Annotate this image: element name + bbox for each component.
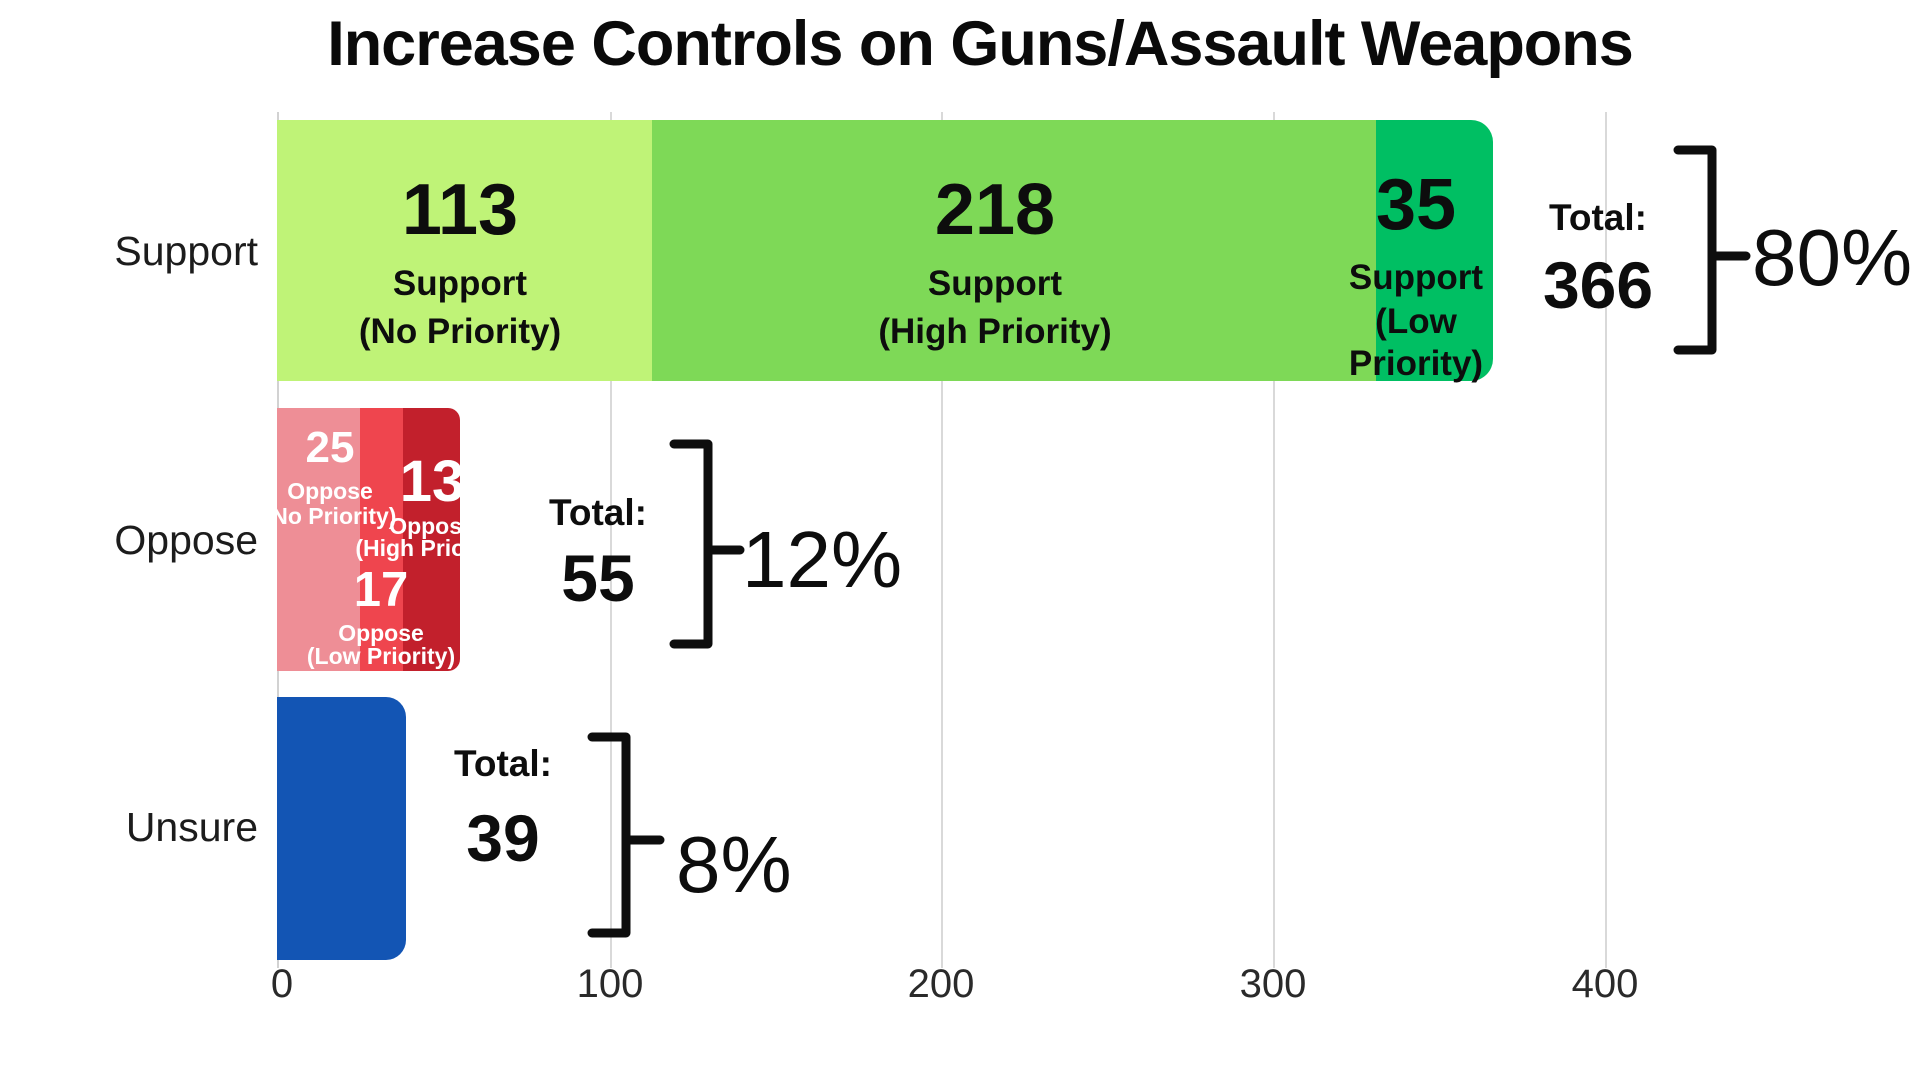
chart-title: Increase Controls on Guns/Assault Weapon… xyxy=(327,9,1634,79)
x-tick-200: 200 xyxy=(907,962,975,1006)
value-support-low-priority: 35 xyxy=(1375,165,1457,245)
unsure-percent: 8% xyxy=(676,820,792,909)
label-oppose-no-priority-1: Oppose xyxy=(287,478,373,504)
label-support-low-priority-3: Priority) xyxy=(1348,344,1484,383)
x-tick-400: 400 xyxy=(1571,962,1639,1006)
unsure-total-value: 39 xyxy=(466,801,540,875)
value-oppose-no-priority: 25 xyxy=(305,423,355,472)
category-label-oppose: Oppose xyxy=(114,517,258,563)
segment-oppose-low-priority xyxy=(403,408,460,671)
segment-support-no-priority xyxy=(277,120,652,381)
label-oppose-high-priority-1: Oppose xyxy=(389,513,460,539)
segment-oppose-high-priority xyxy=(360,408,403,671)
oppose-bracket xyxy=(669,439,745,649)
label-support-no-priority-2: (No Priority) xyxy=(358,312,562,351)
x-tick-0: 0 xyxy=(270,962,294,1006)
label-oppose-high-priority-2: (High Priority) xyxy=(355,535,460,561)
gridline-200 xyxy=(941,112,943,968)
unsure-bracket xyxy=(587,732,665,938)
gridline-300 xyxy=(1273,112,1275,968)
label-support-low-priority-1: Support xyxy=(1348,258,1484,297)
support-bracket xyxy=(1673,145,1751,355)
segment-support-high-priority xyxy=(652,120,1376,381)
support-percent: 80% xyxy=(1752,213,1913,302)
unsure-total-label: Total: xyxy=(454,743,552,784)
segment-oppose-no-priority xyxy=(277,408,360,671)
bar-unsure xyxy=(277,697,406,960)
oppose-percent: 12% xyxy=(742,515,903,604)
label-support-high-priority-2: (High Priority) xyxy=(878,312,1112,351)
label-support-low-priority-2: (Low xyxy=(1375,302,1457,341)
segment-support-low-priority xyxy=(1376,120,1493,381)
gridline-400 xyxy=(1605,112,1607,968)
gridline-100 xyxy=(610,112,612,968)
value-support-no-priority: 113 xyxy=(401,170,519,250)
bar-support: 113 Support (No Priority) 218 Support (H… xyxy=(277,120,1493,383)
label-oppose-low-priority-2: (Low Priority) xyxy=(306,643,456,669)
support-total-value: 366 xyxy=(1542,248,1654,322)
label-oppose-no-priority-2: (No Priority) xyxy=(277,503,397,529)
oppose-total-value: 55 xyxy=(561,541,635,615)
x-tick-300: 300 xyxy=(1239,962,1307,1006)
category-label-unsure: Unsure xyxy=(125,804,258,850)
label-support-high-priority-1: Support xyxy=(927,264,1063,303)
label-oppose-low-priority-1: Oppose xyxy=(338,620,424,646)
value-oppose-high-priority: 13 xyxy=(399,449,460,514)
bar-oppose: 25 Oppose (No Priority) 13 Oppose (High … xyxy=(277,408,460,671)
label-support-no-priority-1: Support xyxy=(392,264,528,303)
value-support-high-priority: 218 xyxy=(934,170,1056,250)
oppose-total-label: Total: xyxy=(549,492,647,533)
category-label-support: Support xyxy=(114,228,258,274)
support-total-label: Total: xyxy=(1549,197,1647,238)
x-tick-100: 100 xyxy=(576,962,644,1006)
value-oppose-low-priority: 17 xyxy=(353,563,409,617)
